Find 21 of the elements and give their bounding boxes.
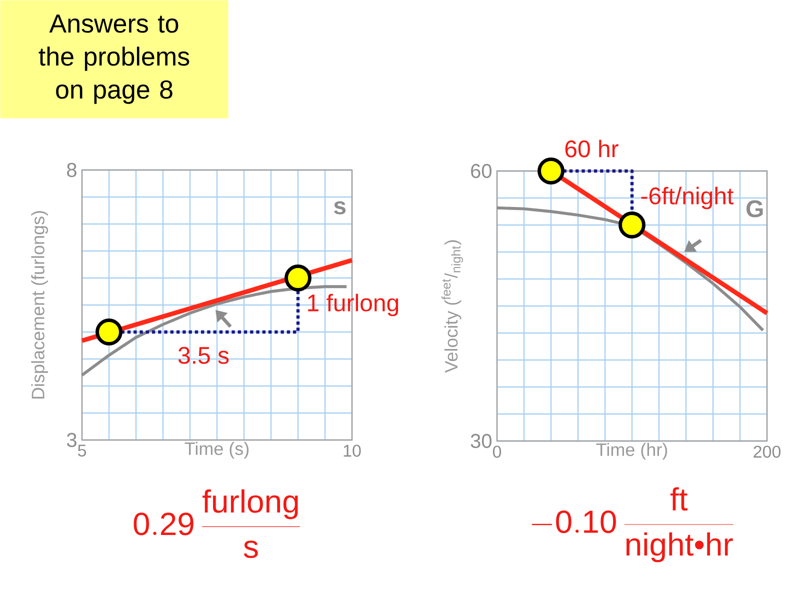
- x-tick-label: 5: [78, 444, 86, 457]
- annotation: 60 hr: [565, 140, 618, 158]
- x-axis-title: Time (hr): [596, 442, 668, 460]
- text: s: [334, 201, 346, 214]
- x-tick-label: 10: [344, 444, 361, 457]
- annotation: -6ft/night: [641, 186, 734, 210]
- x-axis-title: Time (s): [184, 442, 249, 459]
- text: G: [746, 200, 763, 218]
- x-tick-label: 200: [754, 446, 781, 458]
- text: $-\mathrm{0.10}\,\frac{\mathrm{ft}}{\mathrm{night}\mbox{•}\mathrm{hr}}$: [532, 487, 734, 562]
- annotation: 1 furlong: [308, 294, 398, 316]
- chart-title: Answers to the problems on page 8: [38, 14, 190, 104]
- y-tick-label: 8: [67, 162, 76, 178]
- text: $\mathrm{0.29}\,\frac{\mathrm{furlong}}{\mathrm{s}}$: [134, 489, 300, 558]
- annotation: 3.5 s: [178, 346, 229, 364]
- y-tick-label: 30: [470, 434, 492, 448]
- y-axis-title: Displacement (furlongs): [31, 211, 48, 399]
- y-tick-label: 60: [471, 164, 492, 178]
- y-axis-title: Velocity ($^{feet}$/$_{night}$): [441, 240, 463, 373]
- y-tick-label: 3: [66, 432, 76, 448]
- x-tick-label: 0: [492, 446, 502, 458]
